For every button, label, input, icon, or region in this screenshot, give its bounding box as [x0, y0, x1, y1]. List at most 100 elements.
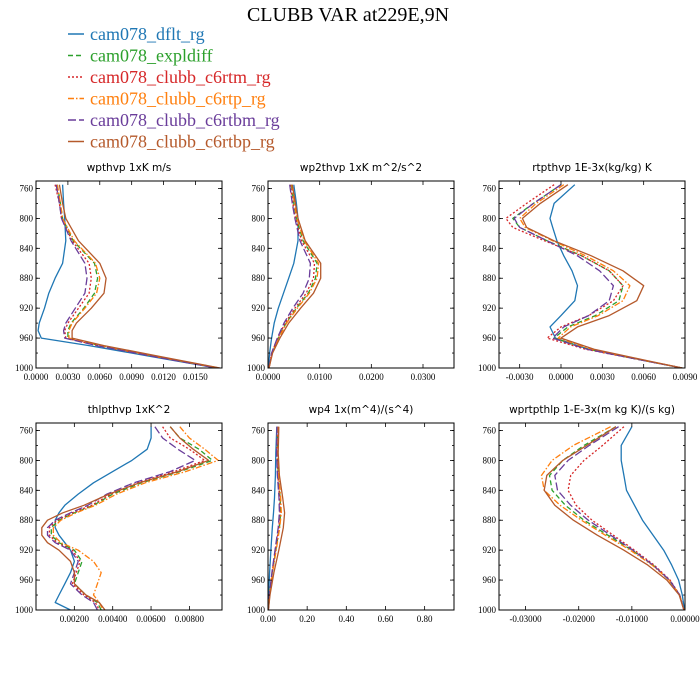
- y-tick-label: 800: [252, 455, 266, 465]
- y-tick-label: 880: [483, 273, 497, 283]
- x-tick-label: 0.00400: [98, 614, 128, 624]
- y-tick-label: 880: [20, 515, 34, 525]
- x-tick-label: 0.0090: [119, 372, 144, 382]
- series-line-6: [543, 426, 685, 610]
- y-tick-label: 840: [20, 243, 34, 253]
- y-tick-label: 960: [483, 333, 497, 343]
- series-line-2: [512, 184, 683, 368]
- series-group: [37, 184, 221, 368]
- x-tick-label: 0.0060: [87, 372, 112, 382]
- x-tick-label: -0.03000: [509, 614, 542, 624]
- series-group: [540, 426, 685, 610]
- x-tick-label: 0.0200: [359, 372, 384, 382]
- series-line-4: [268, 184, 320, 368]
- series-group: [268, 184, 322, 368]
- y-tick-label: 920: [252, 303, 266, 313]
- series-line-5: [268, 426, 281, 610]
- series-line-1: [54, 426, 152, 610]
- series-line-4: [52, 426, 219, 610]
- plot-frame: [498, 422, 686, 611]
- panel-1: wpthvp 1xK m/s76080084088092096010000.00…: [15, 162, 223, 382]
- y-tick-label: 760: [483, 425, 497, 435]
- panel-title: wprtpthlp 1-E-3x(m kg K)/(s kg): [509, 404, 675, 416]
- series-line-2: [56, 184, 219, 368]
- x-tick-label: -0.01000: [616, 614, 649, 624]
- x-tick-label: 0.0150: [183, 372, 208, 382]
- panel-title: wp4 1x(m^4)/(s^4): [309, 404, 414, 416]
- y-tick-label: 800: [483, 213, 497, 223]
- y-tick-label: 1000: [247, 363, 266, 373]
- panel-2: wp2thvp 1xK m^2/s^2 760 800 840 880 920 960 100…: [247, 162, 455, 382]
- x-tick-label: 0.0060: [631, 372, 656, 382]
- series-group: [268, 426, 286, 610]
- x-tick-label: 0.60: [378, 614, 394, 624]
- y-tick-label: 800: [20, 455, 34, 465]
- y-tick-label: 960: [252, 575, 266, 585]
- panel-title: wpthvp 1xK m/s: [87, 162, 172, 174]
- series-line-5: [513, 184, 683, 368]
- y-tick-label: 920: [20, 545, 34, 555]
- y-tick-label: 960: [20, 333, 34, 343]
- series-line-6: [41, 426, 210, 610]
- series-group: [41, 426, 219, 610]
- y-tick-label: 840: [20, 485, 34, 495]
- x-tick-label: 0.20: [299, 614, 315, 624]
- series-line-6: [268, 184, 322, 368]
- x-tick-label: 0.00800: [175, 614, 205, 624]
- figure-title: CLUBB VAR at229E,9N: [247, 4, 449, 26]
- panel-4: thlpthvp 1xK^2 760 800 840 880 920 960 1000 0.00…: [15, 404, 223, 624]
- x-tick-label: 0.0100: [307, 372, 332, 382]
- y-tick-label: 960: [20, 575, 34, 585]
- series-line-1: [268, 426, 278, 610]
- y-tick-label: 880: [483, 515, 497, 525]
- y-tick-label: 880: [252, 515, 266, 525]
- x-tick-label: -0.02000: [563, 614, 596, 624]
- y-tick-label: 800: [20, 213, 34, 223]
- x-tick-label: 0.0000: [24, 372, 49, 382]
- series-line-5: [268, 184, 312, 368]
- panel-title: thlpthvp 1xK^2: [88, 404, 171, 416]
- series-line-2: [548, 426, 685, 610]
- y-tick-label: 1000: [15, 605, 34, 615]
- y-tick-label: 960: [483, 575, 497, 585]
- panel-title: rtpthvp 1E-3x(kg/kg) K: [532, 162, 653, 174]
- x-tick-label: 0.40: [338, 614, 354, 624]
- x-tick-label: 0.0030: [590, 372, 615, 382]
- x-tick-label: -0.0030: [506, 372, 534, 382]
- legend-label: cam078_expldiff: [90, 46, 213, 66]
- x-tick-label: 0.0030: [56, 372, 81, 382]
- y-tick-label: 760: [20, 183, 34, 193]
- panels: wpthvp 1xK m/s76080084088092096010000.00…: [15, 162, 700, 624]
- y-tick-label: 920: [20, 303, 34, 313]
- y-tick-label: 1000: [247, 605, 266, 615]
- series-line-4: [540, 426, 685, 610]
- plot-frame: [498, 180, 686, 369]
- series-line-1: [620, 426, 685, 610]
- y-tick-label: 760: [252, 183, 266, 193]
- plot-frame: [267, 422, 455, 611]
- panel-5: wp4 1x(m^4)/(s^4)76080084088092096010000…: [247, 404, 455, 624]
- plot-frame: [267, 180, 455, 369]
- series-line-6: [268, 426, 286, 610]
- y-tick-label: 760: [20, 425, 34, 435]
- panel-title: wp2thvp 1xK m^2/s^2: [300, 162, 422, 174]
- series-line-3: [567, 426, 685, 610]
- plot-frame: [35, 422, 223, 611]
- series-line-5: [554, 426, 685, 610]
- y-tick-label: 1000: [478, 605, 497, 615]
- legend-label: cam078_dflt_rg: [90, 24, 205, 44]
- y-tick-label: 880: [252, 273, 266, 283]
- series-group: [505, 184, 683, 368]
- x-tick-label: 0.0000: [549, 372, 574, 382]
- series-line-6: [521, 184, 683, 368]
- series-line-4: [519, 184, 683, 368]
- x-tick-label: 0.0000: [256, 372, 281, 382]
- x-tick-label: 0.00200: [60, 614, 90, 624]
- legend-label: cam078_clubb_c6rtbp_rg: [90, 132, 275, 152]
- y-tick-label: 960: [252, 333, 266, 343]
- y-tick-label: 1000: [478, 363, 497, 373]
- legend-label: cam078_clubb_c6rtp_rg: [90, 89, 266, 109]
- y-tick-label: 760: [252, 425, 266, 435]
